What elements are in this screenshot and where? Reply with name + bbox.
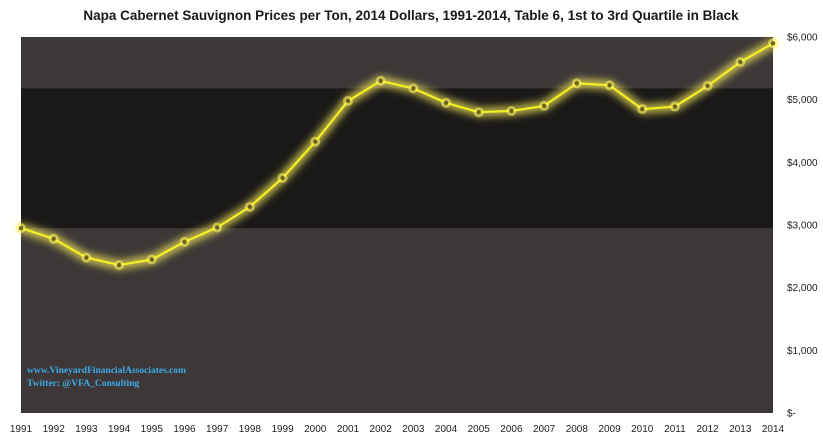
x-tick-label: 2003 (402, 424, 425, 435)
y-tick-label: $4,000 (787, 158, 818, 169)
data-point (214, 225, 220, 230)
x-tick-label: 1994 (108, 424, 131, 435)
line-series (20, 42, 774, 267)
series-line (20, 42, 774, 267)
x-tick-label: 2011 (664, 424, 686, 435)
x-tick-label: 2000 (304, 424, 327, 435)
y-tick-label: $1,000 (787, 346, 818, 357)
x-tick-label: 2007 (533, 424, 556, 435)
x-tick-label: 2008 (566, 424, 589, 435)
data-point (182, 239, 187, 245)
y-tick-label: $- (787, 409, 796, 420)
x-tick-label: 1992 (43, 424, 66, 435)
x-tick-label: 1991 (10, 424, 33, 435)
data-point (607, 83, 612, 88)
data-point (476, 110, 481, 115)
y-tick-label: $6,000 (787, 33, 818, 44)
x-tick-label: 2005 (468, 424, 491, 435)
data-point (247, 204, 253, 210)
x-axis: 1991 1992 1993 1994 1995 1996 1997 1998 1999 2000… (10, 424, 785, 435)
y-tick-label: $2,000 (787, 283, 818, 294)
data-point (280, 175, 285, 181)
data-point (378, 78, 383, 84)
data-point (541, 103, 547, 109)
x-tick-label: 1993 (75, 424, 98, 435)
x-tick-label: 2006 (500, 424, 523, 435)
x-tick-label: 1995 (141, 424, 164, 435)
x-tick-label: 2014 (762, 424, 785, 435)
credit-website: www.VineyardFinancialAssociates.com (27, 366, 186, 376)
x-tick-label: 1996 (173, 424, 196, 435)
data-point (411, 86, 416, 91)
y-tick-label: $3,000 (787, 221, 818, 232)
y-axis: $- $1,000 $2,000 $3,000 $4,000 $5,000 $6,000 (787, 33, 818, 420)
y-tick-label: $5,000 (787, 95, 818, 106)
data-point (18, 225, 24, 231)
data-point (116, 262, 122, 268)
data-point (149, 257, 154, 262)
data-point (738, 59, 743, 65)
x-tick-label: 2002 (370, 424, 393, 435)
x-tick-label: 2013 (729, 424, 752, 435)
data-point (443, 100, 449, 106)
data-point (313, 139, 318, 144)
data-point (51, 236, 56, 241)
data-point (84, 255, 89, 260)
data-point (640, 106, 645, 112)
x-tick-label: 1998 (239, 424, 262, 435)
data-point (672, 104, 678, 109)
x-tick-label: 2010 (631, 424, 654, 435)
x-tick-label: 1997 (206, 424, 229, 435)
data-point (509, 108, 514, 114)
x-tick-label: 2012 (696, 424, 719, 435)
x-tick-label: 2001 (337, 424, 360, 435)
data-point (770, 41, 776, 46)
data-point (705, 83, 710, 89)
x-tick-label: 2004 (435, 424, 458, 435)
data-point (345, 98, 351, 104)
credit-twitter: Twitter: @VFA_Consulting (27, 379, 139, 389)
x-tick-label: 1999 (271, 424, 294, 435)
x-tick-label: 2009 (598, 424, 621, 435)
chart-title: Napa Cabernet Sauvignon Prices per Ton, … (83, 8, 739, 23)
data-point (574, 81, 580, 86)
markers (16, 38, 778, 271)
